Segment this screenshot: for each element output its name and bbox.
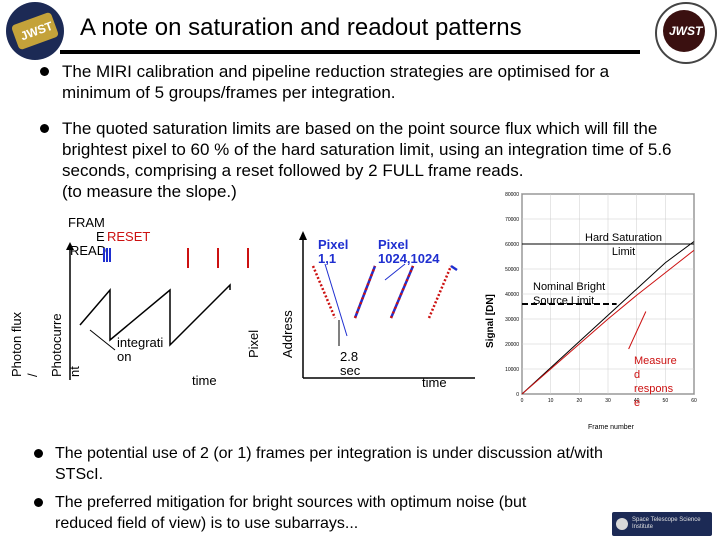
- x-tick-label: 40: [634, 398, 640, 404]
- bullet-4: The preferred mitigation for bright sour…: [55, 494, 527, 532]
- jwst-logo-left: JWST: [6, 2, 64, 60]
- hard-saturation-label: Hard Saturation Limit: [585, 232, 663, 258]
- y-tick-label: 60000: [505, 242, 519, 248]
- y-tick-label: 10000: [505, 367, 519, 373]
- sawtooth-line: [79, 283, 231, 347]
- pixel-address-diagram: [299, 231, 475, 379]
- pixel2-pointer: [384, 263, 406, 281]
- x-tick-label: 30: [605, 398, 611, 404]
- page-title: A note on saturation and readout pattern…: [80, 14, 522, 41]
- pixel1-label: Pixel 1,1: [318, 237, 349, 266]
- bullet-dot-4: [34, 498, 43, 507]
- bullet-3: The potential use of 2 (or 1) frames per…: [55, 445, 603, 483]
- diagram1-ylabel-a: Photon flux: [9, 311, 24, 377]
- x-tick-label: 60: [691, 398, 697, 404]
- measured-pointer: [628, 311, 647, 350]
- y-tick-label: 50000: [505, 267, 519, 273]
- diagram1-y-arrow: [66, 242, 74, 250]
- pixel2-label: Pixel 1024,1024: [378, 237, 440, 266]
- integration-pointer: [89, 329, 116, 351]
- legend-read: READ: [70, 243, 107, 258]
- bullet-2: The quoted saturation limits are based o…: [62, 119, 672, 201]
- series-line-2: [521, 249, 695, 395]
- diagram1-time-label: time: [192, 373, 217, 388]
- pixel1-pointer: [324, 263, 348, 337]
- bullet-dot-3: [34, 449, 43, 458]
- footer-text: Space Telescope Science Institute: [632, 517, 701, 530]
- measured-response-label: Measure d respons e: [634, 355, 677, 409]
- y-tick-label: 20000: [505, 342, 519, 348]
- title-rule: [60, 50, 640, 54]
- diagram1-ylabel-b: /: [25, 373, 40, 377]
- chart-xlabel: Frame number: [588, 424, 634, 431]
- diagram2-ylabel-b: Address: [280, 310, 295, 358]
- y-tick-label: 40000: [505, 292, 519, 298]
- x-tick-label: 50: [663, 398, 669, 404]
- x-tick-label: 10: [548, 398, 554, 404]
- signal-chart: 0 10000 20000 30000 40000 50000 60000 70000 8000…: [505, 192, 697, 404]
- integration-label: integrati on: [117, 335, 164, 364]
- legend-reset: RESET: [107, 229, 151, 244]
- diagram2-ylabel-a: Pixel: [246, 329, 261, 358]
- series-line-1: [521, 241, 695, 395]
- x-tick-label: 0: [521, 398, 524, 404]
- read-marks-legend: [103, 248, 111, 262]
- nominal-bright-label: Nominal Bright Source Limit: [533, 281, 606, 307]
- bullet-1: The MIRI calibration and pipeline reduct…: [62, 62, 610, 102]
- sawtooth-diagram: [66, 242, 249, 380]
- y-tick-label: 70000: [505, 217, 519, 223]
- legend-frame-b: E: [96, 229, 105, 244]
- reset-marks-legend: [187, 248, 249, 268]
- bullet-dot-1: [40, 67, 49, 76]
- diagram2-time-label: time: [422, 375, 447, 390]
- y-tick-label: 0: [516, 392, 519, 398]
- bullet-dot-2: [40, 124, 49, 133]
- stsci-logo: Space Telescope Science Institute: [612, 512, 712, 536]
- x-tick-label: 20: [577, 398, 583, 404]
- sec-label: 2.8 sec: [340, 349, 361, 378]
- chart-ylabel: Signal [DN]: [485, 294, 496, 348]
- y-tick-label: 80000: [505, 192, 519, 198]
- legend-frame: FRAM: [68, 215, 105, 230]
- stsci-emblem-icon: [616, 518, 628, 530]
- y-tick-label: 30000: [505, 317, 519, 323]
- jwst-logo-right: JWST: [655, 2, 717, 64]
- logo-right-text: JWST: [669, 24, 703, 38]
